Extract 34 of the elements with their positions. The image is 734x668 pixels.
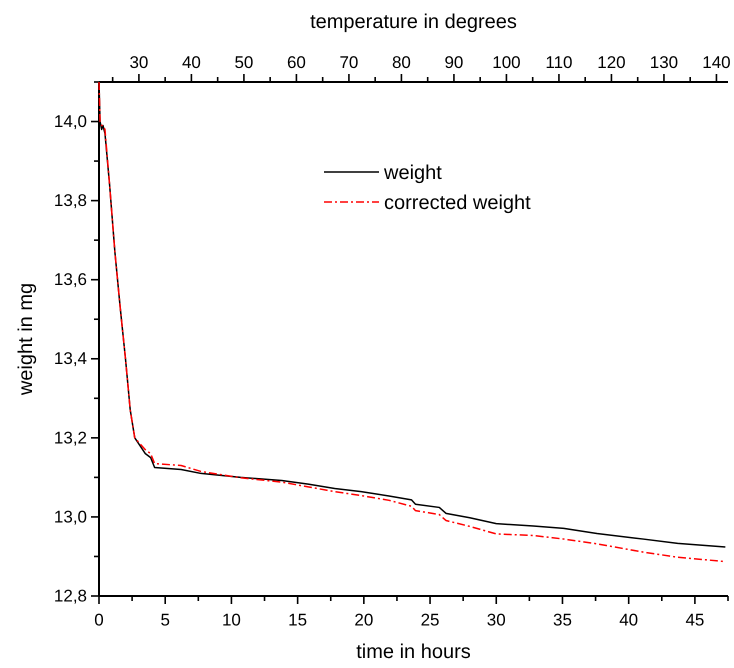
x2-tick-label: 30	[129, 52, 148, 72]
x-tick-label: 20	[354, 610, 374, 630]
x-tick-label: 35	[553, 610, 572, 630]
y-axis-title: weight in mg	[15, 282, 37, 396]
x2-tick-label: 140	[702, 52, 731, 72]
y-tick-label: 14,0	[54, 112, 87, 131]
y-tick-label: 13,8	[54, 191, 87, 210]
y-tick-label: 12,8	[54, 586, 87, 606]
legend-label: corrected weight	[384, 192, 532, 214]
y-tick-label: 13,2	[54, 428, 87, 448]
x-tick-label: 45	[685, 610, 704, 630]
x2-tick-label: 70	[339, 52, 358, 72]
x-tick-label: 15	[288, 610, 308, 630]
x-axis-title: time in hours	[356, 641, 471, 663]
y-tick-label: 13,4	[54, 349, 87, 368]
x2-axis-title: temperature in degrees	[310, 11, 517, 33]
x2-tick-label: 50	[234, 52, 254, 72]
x2-tick-label: 100	[492, 52, 521, 72]
y-tick-label: 13,0	[54, 507, 87, 526]
x2-tick-label: 40	[182, 52, 201, 72]
legend-label: weight	[383, 162, 442, 184]
x-tick-label: 10	[222, 610, 241, 630]
x-tick-label: 25	[420, 610, 440, 630]
x2-tick-label: 80	[392, 52, 411, 72]
x2-tick-label: 130	[650, 52, 678, 72]
x-tick-label: 5	[160, 610, 170, 630]
x2-tick-label: 110	[545, 52, 572, 72]
y-tick-label: 13,6	[54, 270, 87, 290]
x2-tick-label: 90	[444, 52, 464, 72]
x-tick-label: 40	[619, 610, 638, 630]
x-tick-label: 30	[486, 610, 506, 630]
x-tick-label: 0	[94, 610, 104, 630]
x2-tick-label: 60	[286, 52, 306, 72]
x2-tick-label: 120	[597, 52, 626, 72]
